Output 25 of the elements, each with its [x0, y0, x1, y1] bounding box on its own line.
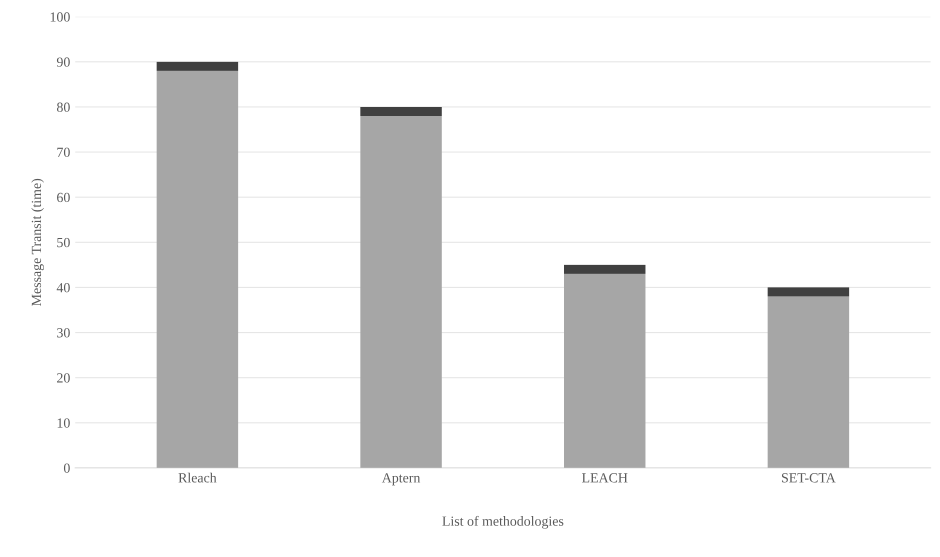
- y-tick-label: 20: [57, 373, 70, 383]
- y-tick-label: 10: [58, 418, 70, 428]
- y-tick-label: 70: [57, 148, 70, 158]
- x-tick-label: Aptern: [382, 473, 420, 486]
- y-tick-label: 100: [50, 12, 70, 22]
- bar: [768, 287, 850, 296]
- bar: [564, 264, 646, 274]
- y-tick-label: 80: [56, 102, 70, 112]
- x-tick-label: SET-CTA: [782, 473, 836, 483]
- bar: [360, 106, 442, 116]
- x-axis-title: List of methodologies: [442, 516, 564, 529]
- bar: [156, 62, 238, 71]
- x-tick-label: Rleach: [178, 472, 216, 483]
- bar: [156, 70, 238, 468]
- bar: [564, 274, 646, 468]
- y-tick-label: 0: [64, 463, 70, 473]
- y-tick-label: 40: [56, 282, 70, 292]
- y-tick-label: 60: [57, 192, 70, 202]
- bar: [360, 116, 442, 468]
- y-axis-title: Message Transit (time): [31, 178, 44, 306]
- y-tick-label: 30: [57, 328, 70, 338]
- bar: [768, 296, 850, 468]
- y-tick-label: 90: [56, 57, 70, 67]
- y-tick-label: 50: [57, 238, 70, 248]
- x-tick-label: LEACH: [582, 473, 628, 483]
